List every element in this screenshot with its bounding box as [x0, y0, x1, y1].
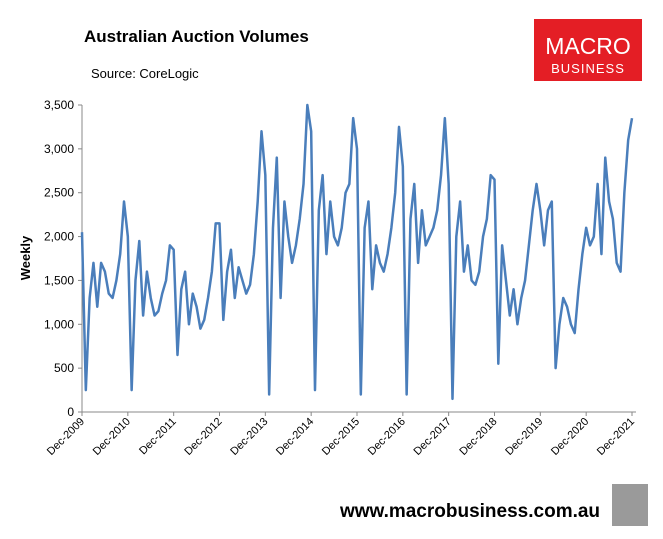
x-tick-label: Dec-2016	[366, 416, 408, 458]
x-tick-label: Dec-2021	[595, 416, 637, 458]
wolf-icon	[612, 484, 648, 526]
logo-text: BUSINESS	[551, 61, 625, 76]
y-tick-label: 2,000	[44, 230, 74, 244]
y-tick-label: 3,000	[44, 142, 74, 156]
y-tick-label: 1,500	[44, 273, 74, 287]
chart-subtitle: Source: CoreLogic	[91, 66, 199, 81]
footer: www.macrobusiness.com.au	[339, 501, 600, 522]
x-tick-label: Dec-2011	[137, 416, 179, 458]
x-tick-label: Dec-2017	[412, 416, 454, 458]
x-tick-label: Dec-2012	[182, 416, 224, 458]
x-tick-label: Dec-2014	[274, 416, 316, 458]
x-tick-label: Dec-2019	[503, 416, 545, 458]
y-tick-label: 1,000	[44, 317, 74, 331]
x-tick-label: Dec-2018	[457, 416, 499, 458]
logo-box	[534, 19, 642, 81]
chart-title: Australian Auction Volumes	[84, 27, 309, 46]
x-tick-label: Dec-2009	[45, 416, 87, 458]
x-tick-label: Dec-2020	[549, 416, 591, 458]
logo-text: MACRO	[545, 33, 631, 59]
x-tick-label: Dec-2015	[320, 416, 362, 458]
y-tick-label: 500	[54, 361, 74, 375]
x-tick-label: Dec-2013	[228, 416, 270, 458]
y-tick-label: 2,500	[44, 186, 74, 200]
y-axis-label: Weekly	[18, 235, 33, 280]
y-tick-label: 0	[67, 405, 74, 419]
data-line	[80, 103, 634, 401]
x-tick-label: Dec-2010	[91, 416, 133, 458]
y-tick-label: 3,500	[44, 98, 74, 112]
